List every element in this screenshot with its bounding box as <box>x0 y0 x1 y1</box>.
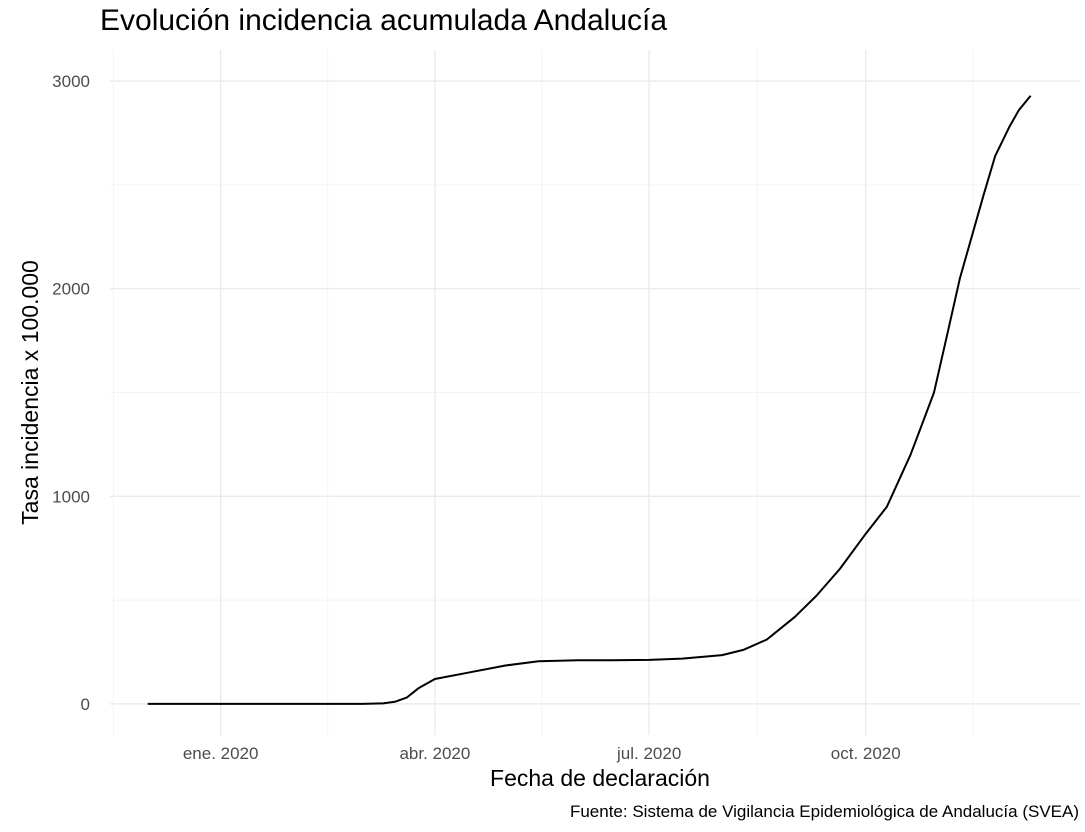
grid-lines <box>110 50 1080 735</box>
y-tick-label: 2000 <box>52 280 90 299</box>
series-layer <box>147 95 1032 705</box>
source-caption: Fuente: Sistema de Vigilancia Epidemioló… <box>569 802 1079 821</box>
x-tick-label: abr. 2020 <box>399 744 470 763</box>
series-line <box>147 95 1032 705</box>
y-axis-ticks: 0 1000 2000 3000 <box>52 72 90 714</box>
x-axis-title: Fecha de declaración <box>490 765 710 791</box>
y-tick-label: 0 <box>81 695 90 714</box>
x-tick-label: oct. 2020 <box>831 744 901 763</box>
chart-title: Evolución incidencia acumulada Andalucía <box>100 4 668 37</box>
x-tick-label: jul. 2020 <box>616 744 681 763</box>
y-axis-title: Tasa incidencia x 100.000 <box>17 260 43 525</box>
x-tick-label: ene. 2020 <box>183 744 259 763</box>
x-axis-ticks: ene. 2020 abr. 2020 jul. 2020 oct. 2020 <box>183 744 901 763</box>
y-tick-label: 1000 <box>52 487 90 506</box>
y-tick-label: 3000 <box>52 72 90 91</box>
